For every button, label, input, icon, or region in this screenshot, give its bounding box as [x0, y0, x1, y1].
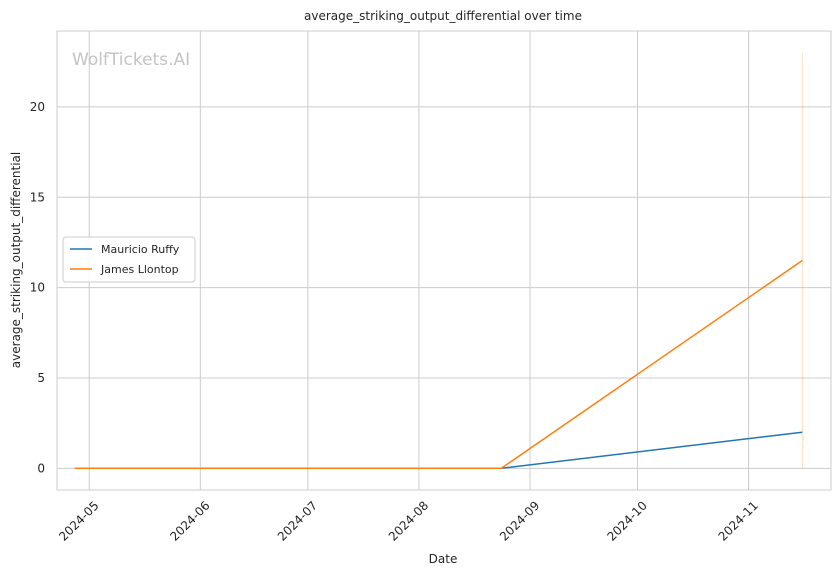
y-axis-ticks: 0 5 10 15 20 [30, 100, 45, 475]
x-tick-label: 2024-11 [716, 498, 761, 543]
y-tick-label: 15 [30, 190, 45, 204]
series-line-mauricio-ruffy [74, 431, 803, 470]
x-tick-label: 2024-07 [275, 498, 320, 543]
y-tick-label: 0 [37, 461, 45, 475]
grid [57, 31, 831, 490]
plot-frame [56, 30, 832, 491]
y-tick-label: 10 [30, 281, 45, 295]
y-tick-label: 20 [30, 100, 45, 114]
legend-label: Mauricio Ruffy [101, 243, 180, 256]
chart-marks [74, 52, 803, 470]
legend-label: James Llontop [100, 263, 179, 276]
y-tick-label: 5 [37, 371, 45, 385]
watermark: WolfTickets.AI [72, 50, 190, 70]
x-tick-label: 2024-05 [56, 498, 101, 543]
y-axis-label: average_striking_output_differential [9, 152, 23, 368]
x-tick-label: 2024-10 [604, 498, 649, 543]
x-tick-label: 2024-09 [497, 498, 542, 543]
chart-title: average_striking_output_differential ove… [304, 9, 582, 23]
series-line-james-llontop [74, 259, 803, 470]
x-axis-ticks: 2024-05 2024-06 2024-07 2024-08 2024-09 2024-… [56, 498, 761, 543]
legend-box [62, 236, 196, 283]
x-tick-label: 2024-06 [167, 498, 212, 543]
legend: Mauricio Ruffy James Llontop [62, 236, 196, 283]
x-tick-label: 2024-08 [386, 498, 431, 543]
x-axis-label: Date [429, 552, 458, 566]
